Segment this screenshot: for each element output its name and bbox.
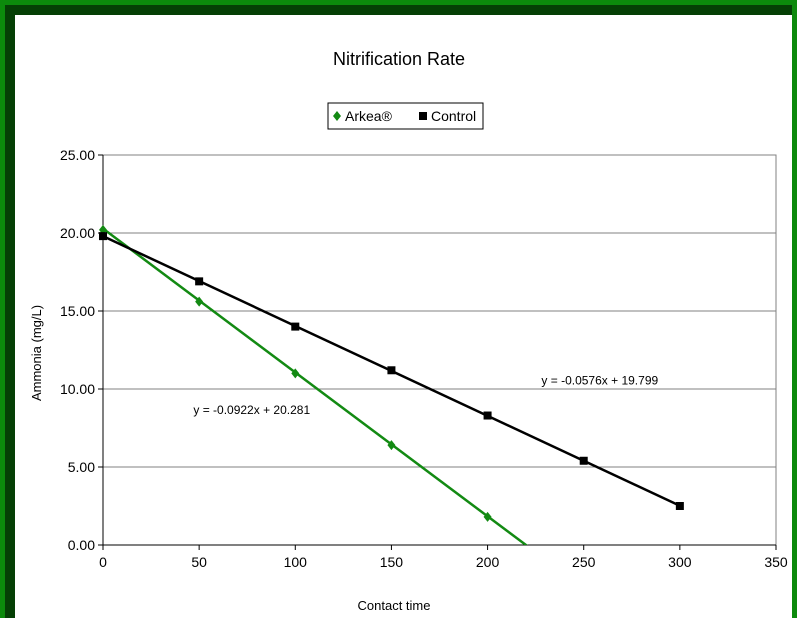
x-tick-label: 250: [572, 554, 596, 570]
legend-marker-diamond: [333, 111, 341, 121]
x-tick-label: 350: [764, 554, 788, 570]
legend-marker-square: [419, 112, 427, 120]
y-tick-label: 5.00: [68, 459, 95, 475]
chart-title: Nitrification Rate: [333, 49, 465, 69]
y-tick-label: 25.00: [60, 147, 95, 163]
data-point-diamond: [483, 511, 492, 522]
trendline-equation: y = -0.0576x + 19.799: [541, 373, 658, 387]
y-tick-label: 10.00: [60, 381, 95, 397]
data-point-square: [483, 411, 492, 420]
chart-area: Nitrification Rate Arkea® Control 0.00 5.0…: [15, 15, 792, 623]
legend-label: Arkea®: [345, 108, 393, 124]
x-tick-label: 50: [191, 554, 207, 570]
chart-svg: Nitrification Rate Arkea® Control 0.00 5.0…: [29, 49, 788, 613]
data-point-diamond: [195, 296, 204, 307]
markers: [99, 224, 684, 522]
data-point-square: [387, 366, 396, 375]
inner-border: Nitrification Rate Arkea® Control 0.00 5.0…: [5, 5, 792, 623]
axes: 0.00 5.00 10.00 15.00 20.00 25.00 0 50 100 150 200…: [60, 147, 788, 570]
data-point-diamond: [387, 440, 396, 451]
data-point-square: [195, 277, 204, 286]
grid: [103, 232, 776, 468]
data-point-diamond: [291, 368, 300, 379]
data-point-square: [675, 502, 684, 510]
y-tick-label: 0.00: [68, 537, 95, 553]
trendline-equation: y = -0.0922x + 20.281: [193, 403, 310, 417]
legend: Arkea® Control: [327, 102, 484, 130]
data-point-square: [99, 232, 107, 241]
y-axis-label: Ammonia (mg/L): [29, 305, 44, 401]
x-tick-label: 100: [284, 554, 308, 570]
legend-label: Control: [431, 108, 476, 124]
x-tick-label: 150: [380, 554, 404, 570]
data-point-square: [291, 322, 300, 331]
trendline-arkea: [103, 227, 529, 545]
data-point-square: [579, 456, 588, 465]
legend-box: [327, 102, 484, 130]
x-axis-label: Contact time: [358, 598, 431, 613]
x-tick-label: 300: [668, 554, 692, 570]
trendlines: [103, 227, 681, 545]
plot-frame: [102, 154, 777, 546]
y-tick-label: 20.00: [60, 225, 95, 241]
y-tick-label: 15.00: [60, 303, 95, 319]
trendline-equations: y = -0.0922x + 20.281 y = -0.0576x + 19.7…: [193, 373, 658, 417]
x-tick-label: 200: [476, 554, 500, 570]
x-tick-label: 0: [99, 554, 107, 570]
